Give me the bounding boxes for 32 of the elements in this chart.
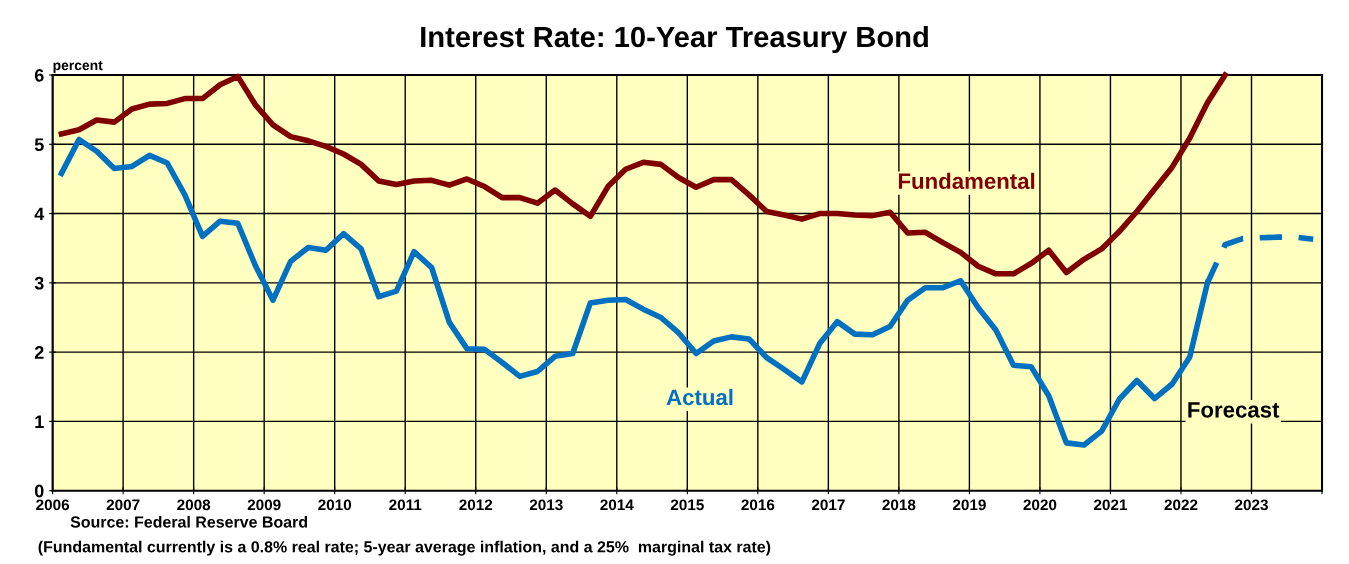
- chart-title: Interest Rate: 10-Year Treasury Bond: [421, 25, 928, 54]
- x-tick-label: 2020: [1023, 499, 1057, 511]
- y-tick-label: 6: [34, 68, 44, 82]
- x-tick-label: 2012: [459, 499, 493, 511]
- x-tick-label: 2006: [36, 499, 70, 511]
- series-label: Fundamental: [898, 172, 1035, 190]
- y-tick-label: 3: [34, 276, 44, 290]
- x-tick-label: 2010: [318, 499, 352, 511]
- text: (Fundamental currently is a 0.8% real rate; 5-year average inflation, and a 25% marginal tax rate): [38, 540, 771, 556]
- y-tick-label: 2: [34, 346, 44, 359]
- x-tick-label: 2009: [247, 499, 281, 511]
- y-tick-label: 1: [35, 415, 44, 428]
- y-axis-title: percent: [53, 60, 103, 73]
- annotation: Forecast: [1188, 402, 1280, 418]
- x-tick-label: 2008: [177, 499, 211, 511]
- x-tick-label: 2023: [1235, 499, 1268, 511]
- x-tick-label: 2022: [1164, 499, 1198, 511]
- x-tick-label: 2007: [106, 499, 140, 511]
- x-tick-label: 2011: [389, 499, 422, 511]
- y-tick-label: 4: [34, 207, 45, 221]
- source-note: Source: Federal Reserve Board: [70, 515, 307, 528]
- y-tick-label: 0: [34, 484, 44, 498]
- x-tick-label: 2013: [529, 499, 563, 511]
- x-tick-label: 2016: [741, 499, 775, 511]
- y-tick-label: 5: [34, 138, 44, 152]
- x-tick-label: 2014: [600, 499, 634, 511]
- x-tick-label: 2017: [811, 499, 845, 511]
- x-tick-label: 2021: [1093, 499, 1128, 511]
- series-label: Actual: [666, 388, 733, 406]
- x-tick-label: 2018: [882, 499, 916, 511]
- x-tick-label: 2019: [952, 499, 986, 511]
- x-tick-label: 2015: [670, 499, 704, 511]
